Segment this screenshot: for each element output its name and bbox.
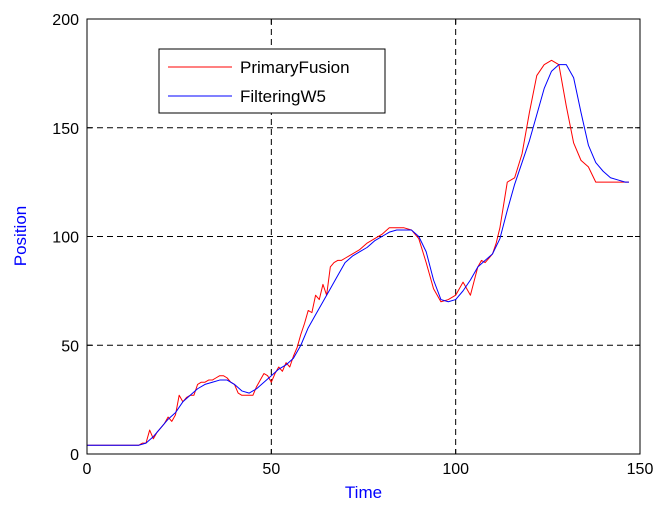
x-tick-label: 100	[442, 461, 469, 478]
y-tick-label: 100	[52, 230, 79, 247]
legend-label-filteringw5: FilteringW5	[240, 87, 326, 106]
legend-label-primaryfusion: PrimaryFusion	[240, 58, 350, 77]
x-tick-label: 150	[627, 461, 654, 478]
legend-box	[158, 48, 386, 114]
y-tick-label: 0	[70, 447, 79, 464]
x-tick-label: 0	[83, 461, 92, 478]
series-line-filteringw5	[87, 64, 629, 446]
y-tick-label: 150	[52, 121, 79, 138]
axis-ticks	[86, 18, 641, 455]
x-tick-label: 50	[262, 461, 280, 478]
y-tick-label: 200	[52, 12, 79, 29]
series-layer	[87, 59, 629, 446]
y-tick-label: 50	[61, 338, 79, 355]
y-axis-label: Position	[11, 206, 30, 266]
x-axis-label: Time	[345, 483, 382, 502]
tick-labels: 0 50 100 150 0 50 100 150 200	[52, 12, 653, 478]
legend: PrimaryFusion FilteringW5	[158, 48, 386, 114]
series-line-primaryfusion	[87, 59, 629, 446]
